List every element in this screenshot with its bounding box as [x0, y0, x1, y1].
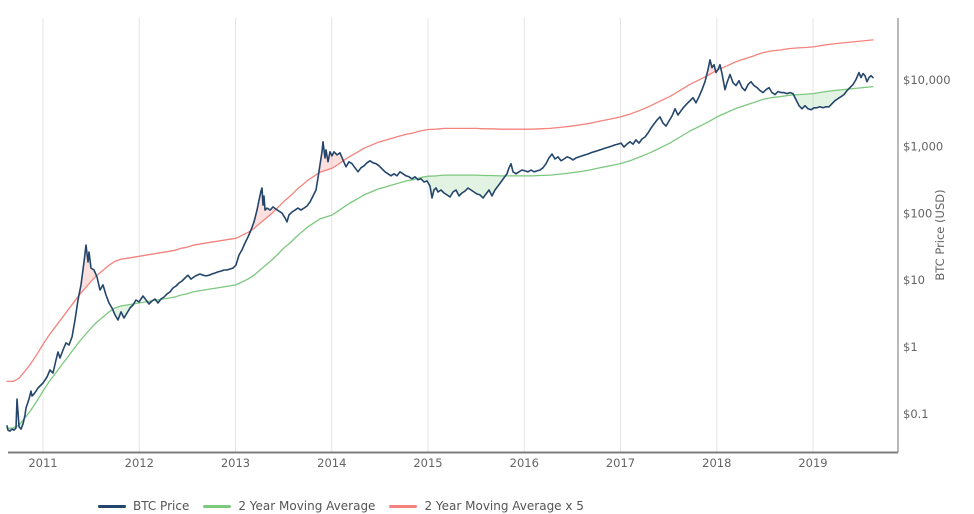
x-tick-label: 2011 [28, 456, 57, 470]
x-tick-label: 2017 [606, 456, 635, 470]
ma5-line-swatch [389, 504, 418, 508]
ma-line [6, 85, 874, 429]
y-tick-label: $1,000 [903, 140, 943, 154]
ma5-line [6, 39, 874, 383]
x-tick-label: 2019 [798, 456, 827, 470]
x-tick-label: 2016 [510, 456, 539, 470]
y-axis-title: BTC Price (USD) [933, 189, 947, 281]
btc-price-line-swatch [98, 504, 126, 508]
y-tick-label: $100 [903, 206, 932, 220]
y-tick-label: $0.1 [903, 407, 929, 421]
legend-item-2yr-ma-x5: 2 Year Moving Average x 5 [389, 499, 584, 513]
y-tick-label: $10 [903, 273, 925, 287]
ma-line-swatch [203, 504, 232, 508]
fill-price-below-ma [113, 304, 133, 320]
fill-price-above-ma5 [251, 188, 275, 231]
fill-price-above-ma5 [319, 141, 343, 173]
legend: BTC Price 2 Year Moving Average 2 Year M… [0, 498, 974, 514]
y-tick-label: $10,000 [903, 73, 951, 87]
fill-price-above-ma5 [80, 245, 96, 295]
legend-item-btc-price: BTC Price [98, 499, 189, 513]
fill-price-below-ma [418, 175, 505, 198]
y-tick-label: $1 [903, 340, 918, 354]
legend-label: BTC Price [133, 499, 190, 513]
x-tick-label: 2012 [125, 456, 154, 470]
btc-price-line [6, 59, 874, 432]
legend-item-2yr-ma: 2 Year Moving Average [203, 499, 375, 513]
x-tick-label: 2013 [221, 456, 250, 470]
x-tick-label: 2018 [702, 456, 731, 470]
x-tick-label: 2015 [413, 456, 442, 470]
legend-label: 2 Year Moving Average [238, 499, 376, 513]
x-tick-label: 2014 [317, 456, 346, 470]
legend-label: 2 Year Moving Average x 5 [424, 499, 584, 513]
